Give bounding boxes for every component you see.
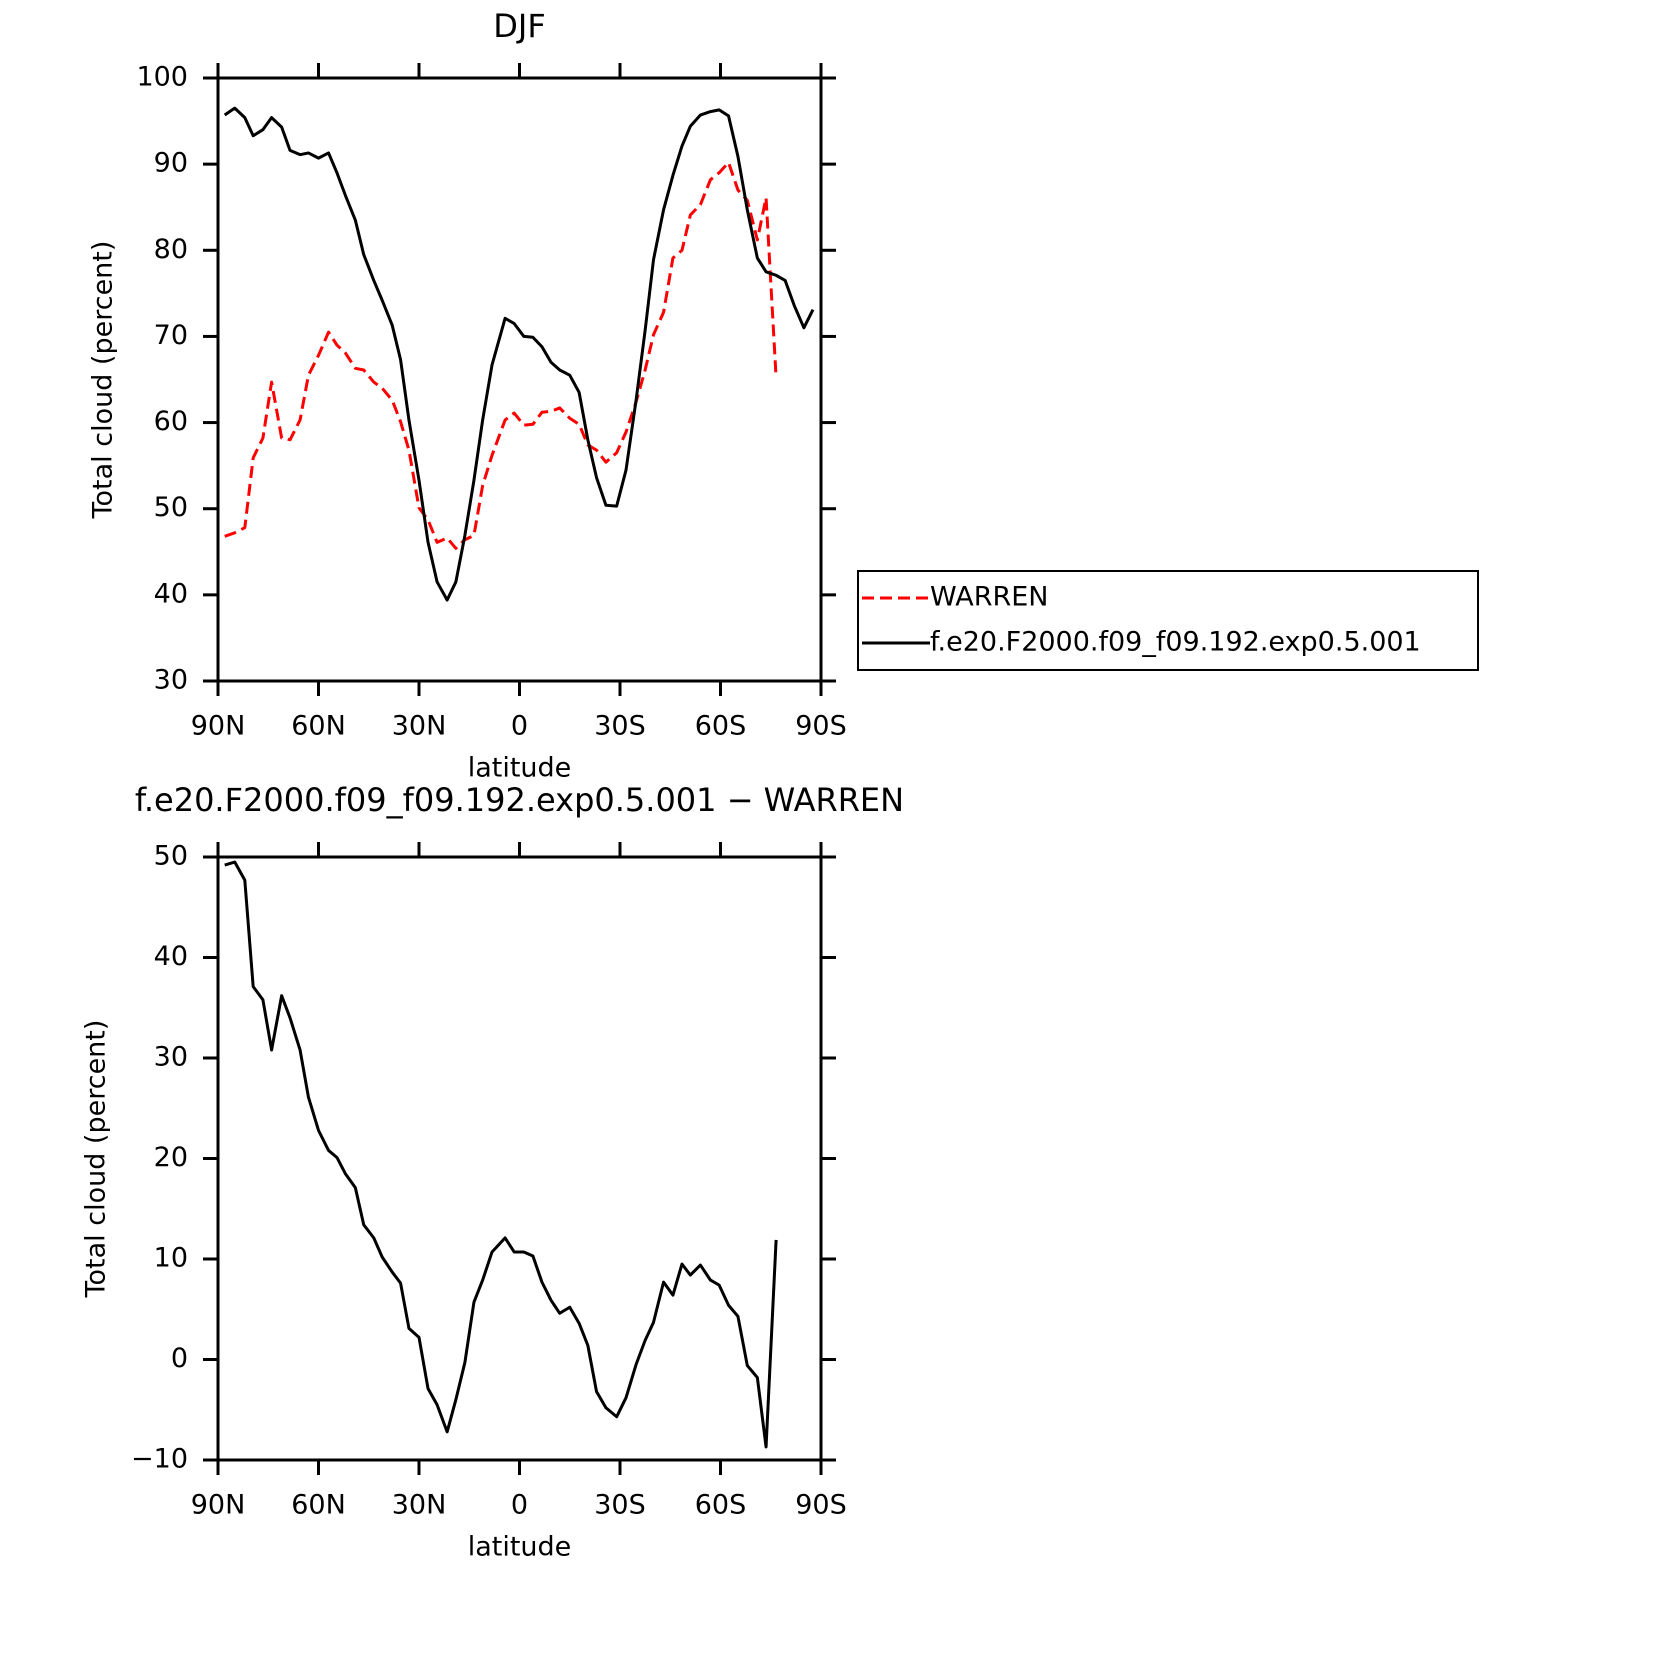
x-tick-label: 90S — [795, 711, 847, 742]
y-tick-label: 40 — [154, 941, 188, 972]
legend-box — [857, 570, 1479, 671]
y-axis-label: Total cloud (percent) — [81, 1020, 112, 1299]
x-tick-label: 30S — [594, 711, 646, 742]
x-tick-label: 90S — [795, 1490, 847, 1521]
data-line — [224, 160, 778, 550]
plot-frame — [216, 855, 823, 1462]
data-line — [224, 860, 778, 1449]
y-tick-label: 100 — [136, 62, 188, 93]
y-axis-label: Total cloud (percent) — [88, 241, 119, 520]
y-tick-label: 50 — [154, 492, 188, 523]
x-tick-label: 0 — [511, 1490, 528, 1521]
x-axis-label: latitude — [468, 1532, 572, 1563]
x-tick-label: 30N — [392, 1490, 447, 1521]
x-tick-label: 90N — [191, 711, 246, 742]
x-axis-label: latitude — [468, 753, 572, 784]
y-tick-label: 30 — [154, 1042, 188, 1073]
y-tick-label: −10 — [131, 1444, 188, 1475]
x-tick-label: 60N — [291, 711, 346, 742]
x-tick-label: 30N — [392, 711, 447, 742]
chart-title: DJF — [493, 7, 545, 45]
x-tick-label: 30S — [594, 1490, 646, 1521]
y-tick-label: 80 — [154, 234, 188, 265]
y-tick-label: 50 — [154, 841, 188, 872]
y-tick-label: 0 — [171, 1343, 188, 1374]
y-tick-label: 40 — [154, 578, 188, 609]
x-tick-label: 60S — [695, 1490, 747, 1521]
x-tick-label: 60S — [695, 711, 747, 742]
data-line — [223, 106, 815, 602]
y-tick-label: 30 — [154, 665, 188, 696]
y-tick-label: 70 — [154, 320, 188, 351]
y-tick-label: 90 — [154, 148, 188, 179]
plot-frame — [216, 76, 823, 683]
x-tick-label: 60N — [291, 1490, 346, 1521]
y-tick-label: 20 — [154, 1142, 188, 1173]
x-tick-label: 90N — [191, 1490, 246, 1521]
legend-label: WARREN — [930, 582, 1048, 613]
chart-title: f.e20.F2000.f09_f09.192.exp0.5.001 − WAR… — [135, 781, 904, 819]
legend-label: f.e20.F2000.f09_f09.192.exp0.5.001 — [930, 627, 1421, 658]
x-tick-label: 0 — [511, 711, 528, 742]
y-tick-label: 10 — [154, 1243, 188, 1274]
y-tick-label: 60 — [154, 406, 188, 437]
